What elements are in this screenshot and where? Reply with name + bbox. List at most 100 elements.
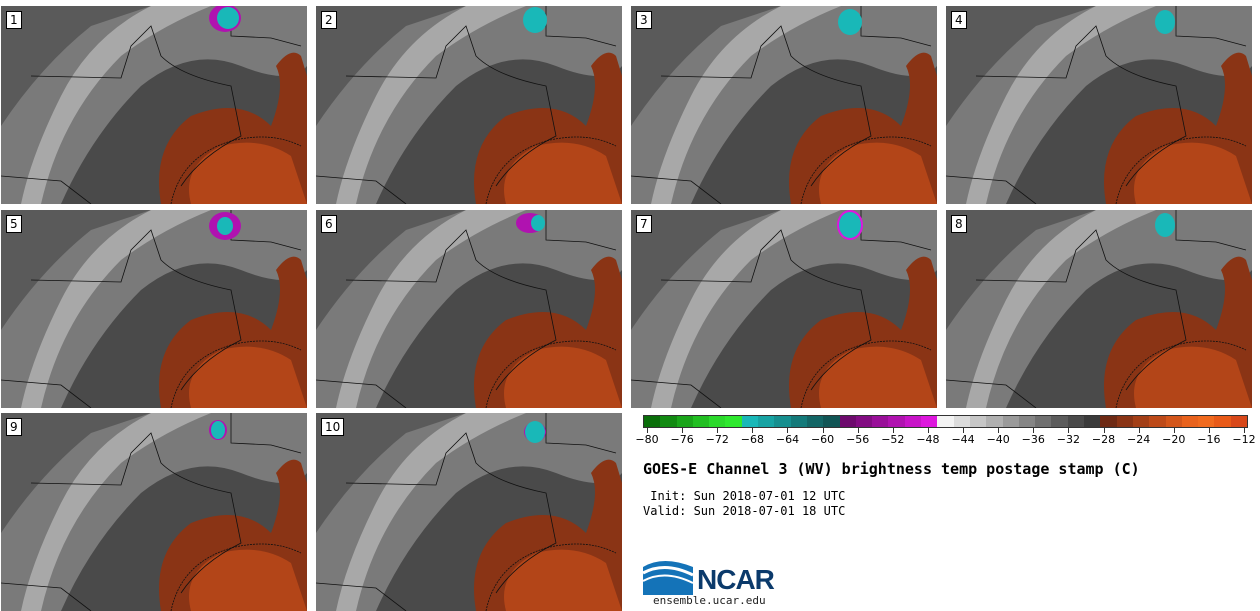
colorbar-tick — [717, 428, 719, 433]
colorbar-tick — [1173, 428, 1175, 433]
colorbar-tick — [752, 428, 754, 433]
postage-stamp-panel: 9 — [1, 413, 307, 611]
postage-stamp-panel: 2 — [316, 6, 622, 204]
colorbar-ticks: −80 −76 −72 −68 −64 −60 −56 −52 −48 −44 −40 −36 −32−… — [635, 428, 1256, 448]
cold-cloud-top — [217, 217, 233, 235]
water-vapor-map — [316, 413, 622, 611]
colorbar-segment — [888, 416, 905, 427]
panel-number-label: 2 — [321, 11, 337, 29]
cold-cloud-top — [1155, 213, 1175, 237]
colorbar-tick-label: −40 — [986, 433, 1010, 446]
colorbar-segment — [692, 416, 710, 427]
colorbar-segment — [872, 416, 889, 427]
water-vapor-map — [316, 210, 622, 408]
colorbar-segment — [790, 416, 807, 427]
colorbar-tick — [822, 428, 824, 433]
panel-number-label: 9 — [6, 418, 22, 436]
colorbar-tick-label: −28 — [1091, 433, 1116, 446]
colorbar-segment — [839, 416, 856, 427]
panel-number-label: 6 — [321, 215, 337, 233]
colorbar-tick-label: −32 — [1056, 433, 1081, 446]
postage-stamp-panel: 4 — [946, 6, 1252, 204]
init-time: Init: Sun 2018-07-01 12 UTC — [643, 489, 846, 503]
ncar-logo-icon — [643, 561, 694, 595]
water-vapor-map — [946, 6, 1252, 204]
colorbar-segment — [937, 416, 954, 427]
figure-title: GOES-E Channel 3 (WV) brightness temp po… — [643, 460, 1140, 478]
colorbar-segment — [1067, 416, 1085, 427]
ensemble-url[interactable]: ensemble.ucar.edu — [653, 594, 766, 607]
colorbar-tick-label: −12 — [1232, 433, 1256, 446]
colorbar-segment — [644, 416, 661, 427]
cold-cloud-top — [1155, 10, 1175, 34]
valid-time: Valid: Sun 2018-07-01 18 UTC — [643, 504, 846, 518]
colorbar-tick-label: −24 — [1127, 433, 1151, 446]
water-vapor-map — [1, 210, 307, 408]
panel-number-label: 4 — [951, 11, 967, 29]
colorbar-tick — [1103, 428, 1105, 433]
colorbar-segment — [725, 416, 742, 427]
colorbar-tick — [963, 428, 965, 433]
colorbar-segment — [1084, 416, 1101, 427]
colorbar-tick — [857, 428, 859, 433]
colorbar-tick — [1208, 428, 1210, 433]
colorbar-segment — [904, 416, 922, 427]
panel-number-label: 7 — [636, 215, 652, 233]
water-vapor-map — [316, 6, 622, 204]
colorbar-segment — [709, 416, 726, 427]
cold-cloud-top — [525, 421, 545, 443]
colorbar-tick-label: −44 — [951, 433, 975, 446]
cold-cloud-top — [531, 215, 545, 231]
colorbar-tick-label: −56 — [846, 433, 870, 446]
colorbar-tick-label: −72 — [705, 433, 729, 446]
panel-number-label: 1 — [6, 11, 22, 29]
cold-cloud-top — [523, 7, 547, 33]
colorbar-segment — [1100, 416, 1117, 427]
colorbar-segment — [758, 416, 775, 427]
colorbar-segment — [1132, 416, 1150, 427]
cold-cloud-top — [211, 421, 225, 439]
postage-stamp-panel: 5 — [1, 210, 307, 408]
colorbar-segment — [660, 416, 677, 427]
colorbar — [643, 415, 1248, 428]
colorbar-segment — [921, 416, 938, 427]
colorbar-tick — [1068, 428, 1070, 433]
water-vapor-map — [631, 210, 937, 408]
water-vapor-map — [1, 6, 307, 204]
postage-stamp-panel: 6 — [316, 210, 622, 408]
postage-stamp-panel: 7 — [631, 210, 937, 408]
colorbar-tick — [682, 428, 684, 433]
colorbar-segment — [1018, 416, 1036, 427]
postage-stamp-panel: 10 — [316, 413, 622, 611]
colorbar-segment — [953, 416, 970, 427]
colorbar-tick-label: −76 — [670, 433, 694, 446]
colorbar-tick — [1138, 428, 1140, 433]
colorbar-tick — [927, 428, 929, 433]
colorbar-segment — [1035, 416, 1052, 427]
water-vapor-map — [1, 413, 307, 611]
colorbar-tick-label: −48 — [916, 433, 940, 446]
colorbar-tick-label: −64 — [775, 433, 800, 446]
colorbar-segment — [1116, 416, 1133, 427]
colorbar-segment — [676, 416, 693, 427]
colorbar-segment — [986, 416, 1003, 427]
colorbar-tick — [787, 428, 789, 433]
colorbar-segment — [1198, 416, 1215, 427]
colorbar-tick — [647, 428, 648, 433]
colorbar-tick-label: −16 — [1197, 433, 1221, 446]
colorbar-tick-label: −20 — [1162, 433, 1186, 446]
colorbar-segment — [969, 416, 987, 427]
colorbar-segment — [1214, 416, 1231, 427]
postage-stamp-panel: 8 — [946, 210, 1252, 408]
colorbar-tick — [1033, 428, 1035, 433]
colorbar-tick-label: −36 — [1021, 433, 1045, 446]
cold-cloud-top — [217, 7, 239, 29]
colorbar-tick — [1244, 428, 1245, 433]
cold-cloud-top — [838, 9, 862, 35]
colorbar-segment — [741, 416, 759, 427]
colorbar-tick — [998, 428, 1000, 433]
postage-stamp-panel: 3 — [631, 6, 937, 204]
colorbar-tick-label: −60 — [810, 433, 835, 446]
panel-number-label: 5 — [6, 215, 22, 233]
panel-number-label: 10 — [321, 418, 345, 436]
